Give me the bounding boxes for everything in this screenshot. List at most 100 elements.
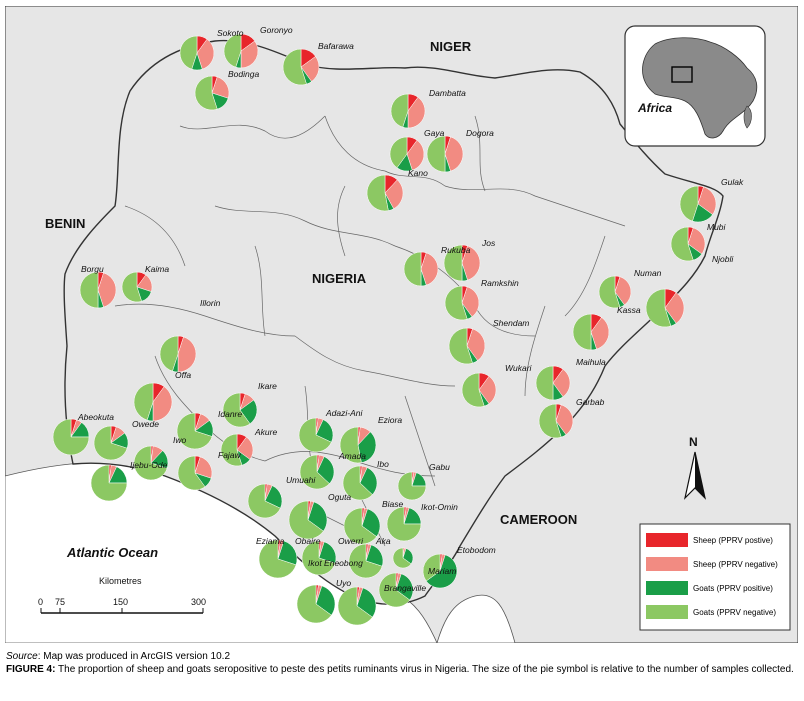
pie-slice [461,372,485,408]
legend-swatch [646,533,688,547]
place-label: Ikot Eneobong [308,558,363,568]
pie-slice [389,136,408,169]
place-label: Aka [375,536,391,546]
pie-slice [357,431,377,463]
pie-slice [339,426,362,464]
pie-symbol [222,392,258,428]
pie-symbol [397,471,427,501]
place-label: Shendam [493,318,529,328]
africa-shape [642,37,758,139]
north-label: N [689,435,698,449]
nigeria-map: NIGER BENIN NIGERIA CAMEROON Atlantic Oc… [5,6,798,643]
place-label: Ramkshin [481,278,519,288]
place-label: Uyo [336,578,351,588]
pie-symbol [52,418,90,456]
country-label-cameroon: CAMEROON [500,512,577,527]
pie-symbol [301,540,337,576]
pie-slice [426,135,446,173]
source-label: Source [6,651,38,662]
pie-slice [478,375,497,405]
pie-symbol [179,35,215,71]
pie-slice [121,271,142,303]
pie-slice [538,403,562,439]
pie-slice [679,185,699,222]
place-label: Kassa [617,305,641,315]
pie-slice [79,271,99,309]
pie-symbol [121,271,153,303]
pie-slice [359,467,378,495]
place-label: Ibo [377,459,389,469]
pie-symbol [93,425,129,461]
pie-slice [133,445,168,481]
pie-slice [697,186,717,215]
pie-symbol [645,288,685,328]
pie-slice [277,540,298,566]
scale-tick-150: 150 [113,597,128,607]
pie-symbol [342,465,378,501]
north-arrow-icon: N [683,435,707,500]
place-label: Borgu [81,264,104,274]
pie-slice [152,386,173,422]
country-label-niger: NIGER [430,39,472,54]
pie-slice [222,392,251,428]
pie-symbol [348,543,384,579]
pie-slice [386,506,422,542]
pie-slice [598,275,621,309]
place-label: Mubi [707,222,727,232]
pie-symbol [133,382,173,422]
place-label: Numan [634,268,662,278]
pie-slice [196,38,215,70]
place-label: Gabu [429,462,450,472]
pie-symbol [223,33,259,69]
scale-tick-300: 300 [191,597,206,607]
place-label: Adazi-Ani [325,408,363,418]
pie-slice [220,433,243,467]
pie-symbol [79,271,117,309]
pie-symbol [461,372,497,408]
pie-slice [296,584,332,624]
place-label: Eziama [256,536,285,546]
place-label: Gulak [721,177,744,187]
map-figure: NIGER BENIN NIGERIA CAMEROON Atlantic Oc… [5,6,798,643]
place-label: Jos [481,238,496,248]
place-label: Maihula [576,357,606,367]
pie-symbol [343,507,381,545]
pie-symbol [194,75,230,111]
pie-slice [90,464,128,502]
pie-symbol [392,547,414,569]
pie-symbol [448,327,486,365]
pie-symbol [390,93,426,129]
pie-slice [572,313,592,351]
pie-symbol [403,251,439,287]
legend-label: Sheep (PPRV negative) [693,560,778,569]
pie-slice [614,276,632,306]
place-label: Eziora [378,415,402,425]
pie-symbol [298,417,334,453]
pie-slice [337,586,373,626]
pie-symbol [679,185,717,223]
pie-slice [590,317,610,350]
inset-nigeria-box [671,66,693,83]
pie-symbol [339,426,377,464]
ocean-label: Atlantic Ocean [66,545,158,560]
pie-slice [97,272,117,308]
pie-slice [356,587,377,618]
pie-slice [159,335,179,372]
legend-swatch [646,605,688,619]
pie-slice [552,368,571,398]
place-label: Oguta [328,492,351,502]
place-label: Iwo [173,435,187,445]
place-label: Goronyo [260,25,293,35]
pie-slice [316,456,335,484]
figure-line: FIGURE 4: The proportion of sheep and go… [6,663,798,676]
pie-slice [315,585,336,616]
place-label: Garbab [576,397,605,407]
place-label: Wukari [505,363,533,373]
place-label: Sokoto [217,28,244,38]
pie-symbol [247,483,283,519]
place-label: Kano [408,168,428,178]
scale-title: Kilometres [99,576,142,586]
place-label: Kaima [145,264,169,274]
pie-slice [403,251,422,287]
place-label: Amada [338,451,366,461]
